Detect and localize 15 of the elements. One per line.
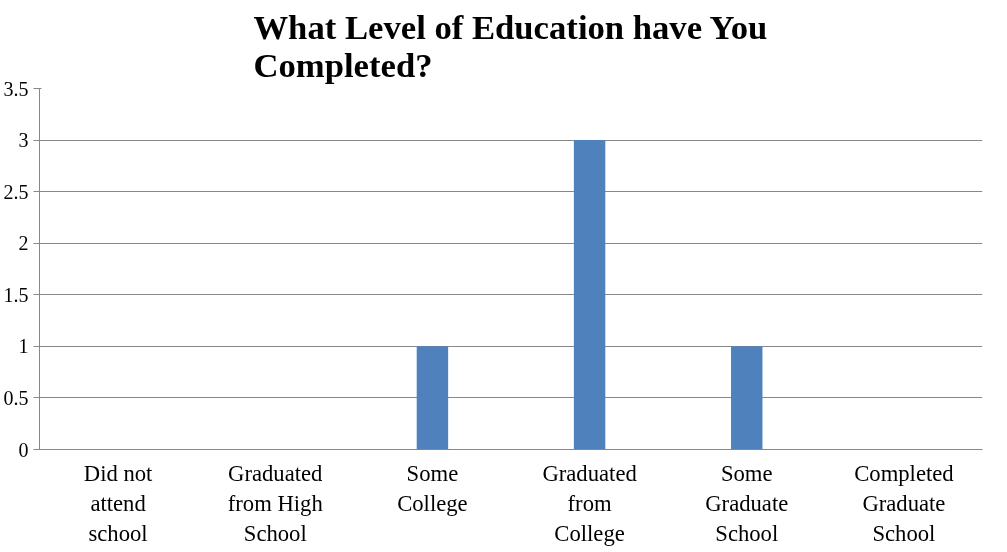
y-tick-label: 1.5 xyxy=(3,283,29,306)
y-tick-label: 3.5 xyxy=(3,77,29,100)
x-tick-label: Some Graduate School xyxy=(705,460,789,546)
y-tick-label: 0 xyxy=(18,438,29,461)
y-tick-label: 2.5 xyxy=(3,180,29,203)
x-tick-label: Completed Graduate School xyxy=(854,460,955,546)
x-tick-label: Graduated from High School xyxy=(227,460,324,546)
y-tick-label: 3 xyxy=(18,129,29,152)
x-tick-label: Did not attend school xyxy=(83,460,154,546)
y-tick-label: 1 xyxy=(18,335,29,358)
chart-title: What Level of Education have You Completed? xyxy=(253,7,768,84)
y-tick-label: 0.5 xyxy=(3,386,29,409)
x-tick-label: Graduated from College xyxy=(542,460,638,546)
y-tick-label: 2 xyxy=(18,232,29,255)
x-tick-label: Some College xyxy=(397,460,468,516)
